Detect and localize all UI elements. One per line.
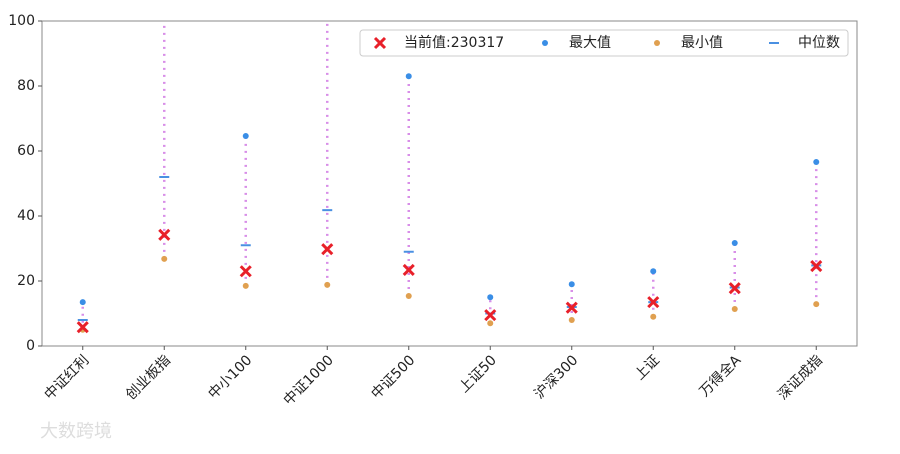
- dot-marker: [405, 292, 412, 299]
- plot-frame: [41, 20, 858, 347]
- dot-marker: [813, 301, 820, 308]
- plot-area: [76, 2, 823, 334]
- current-marker-stroke: [76, 321, 89, 334]
- legend-item: 中位数: [769, 35, 840, 51]
- dot-marker: [650, 313, 657, 320]
- current-marker: [76, 321, 89, 334]
- dot-marker: [242, 133, 249, 140]
- legend-item: 最大值: [542, 35, 611, 51]
- dot-marker: [487, 294, 494, 301]
- current-marker-stroke: [728, 282, 741, 295]
- legend-swatch: [373, 36, 387, 50]
- x-tick-label: 上证: [632, 352, 663, 383]
- y-tick-label: 100: [8, 13, 35, 29]
- dot-marker: [487, 320, 494, 327]
- x-tick-label: 上证50: [456, 352, 500, 396]
- y-tick-label: 20: [17, 273, 35, 289]
- dot-marker: [242, 282, 249, 289]
- legend-label: 中位数: [798, 35, 840, 51]
- y-tick-label: 80: [17, 78, 35, 94]
- dot-marker: [813, 159, 820, 166]
- current-marker-stroke: [239, 265, 252, 278]
- x-tick-label: 万得全A: [696, 351, 745, 400]
- legend-swatch: [542, 40, 548, 46]
- dot-marker: [568, 317, 575, 323]
- dot-marker: [324, 281, 331, 288]
- current-marker: [484, 309, 497, 322]
- current-marker: [321, 243, 334, 256]
- current-marker: [239, 265, 252, 278]
- current-marker-stroke: [484, 309, 497, 322]
- current-marker-stroke: [158, 228, 171, 241]
- current-marker: [402, 263, 415, 277]
- legend-label: 最大值: [569, 35, 611, 51]
- y-tick-label: 60: [17, 143, 35, 159]
- x-tick-label: 中证红利: [41, 352, 92, 403]
- current-marker-stroke: [647, 296, 660, 309]
- current-marker: [647, 296, 660, 309]
- dot-marker: [405, 73, 412, 80]
- watermark: 大数跨境: [40, 421, 112, 442]
- dot-marker: [731, 305, 738, 312]
- dot-marker: [324, 2, 330, 8]
- x-tick-label: 深证成指: [775, 352, 826, 403]
- x-tick-label: 创业板指: [123, 352, 174, 403]
- y-tick-label: 40: [17, 208, 35, 224]
- current-marker-stroke: [321, 243, 334, 256]
- x-tick-label: 沪深300: [531, 352, 581, 402]
- x-tick-label: 中小100: [205, 352, 255, 402]
- dot-marker: [79, 299, 86, 306]
- current-marker-stroke: [810, 259, 823, 273]
- x-tick-label: 中证500: [368, 352, 418, 402]
- current-marker: [728, 282, 741, 295]
- dot-marker: [161, 255, 168, 262]
- current-marker-stroke: [565, 301, 578, 314]
- legend-box: [359, 29, 849, 57]
- legend-swatch: [654, 40, 660, 46]
- y-tick-label: 0: [26, 338, 35, 354]
- legend-label: 最小值: [681, 35, 723, 51]
- dot-marker: [650, 268, 657, 275]
- dot-marker: [568, 281, 575, 288]
- dot-marker: [731, 239, 738, 246]
- current-marker: [565, 301, 578, 314]
- current-marker: [158, 228, 171, 241]
- legend-label: 当前值:230317: [404, 34, 504, 51]
- x-tick-label: 中证1000: [281, 352, 337, 408]
- legend-item: 当前值:230317: [373, 34, 504, 51]
- legend-item: 最小值: [654, 35, 723, 51]
- current-marker-stroke: [402, 263, 415, 277]
- current-marker: [810, 259, 823, 273]
